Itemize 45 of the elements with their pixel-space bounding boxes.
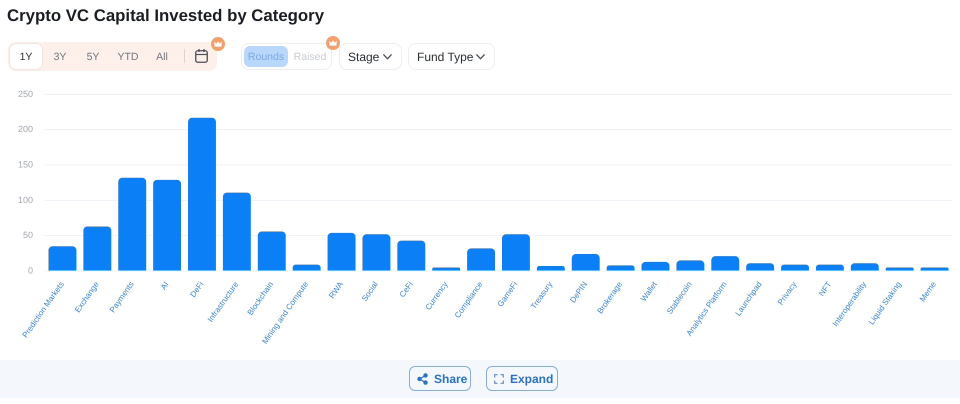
bar <box>536 266 565 270</box>
text: All <box>156 50 168 64</box>
bar <box>48 246 76 270</box>
dropdown: Fund Type <box>408 43 495 70</box>
chart-title: Crypto VC Capital Invested by Category <box>7 5 324 27</box>
bar <box>711 256 740 270</box>
y-tick-label: 250 <box>18 88 33 99</box>
button: Share <box>409 366 471 391</box>
tab-button: 1Y <box>10 44 42 69</box>
button: Expand <box>486 366 558 391</box>
toggle-button: Rounds <box>244 46 288 67</box>
bar <box>606 265 635 270</box>
bar <box>292 264 321 270</box>
text: 5Y <box>86 50 100 64</box>
bar <box>572 254 600 270</box>
y-tick-label: 100 <box>18 194 33 205</box>
y-tick-label: 0 <box>28 265 33 276</box>
bar <box>781 264 809 270</box>
y-tick-label: 150 <box>18 160 33 170</box>
bar <box>328 232 356 270</box>
bar <box>676 260 704 270</box>
bar <box>886 267 914 270</box>
bar <box>118 178 146 270</box>
bar <box>222 192 251 270</box>
bar <box>467 248 496 270</box>
bar <box>258 231 286 270</box>
bar <box>502 234 530 270</box>
dropdown: Stage <box>339 43 402 70</box>
bar <box>816 264 844 270</box>
y-tick-label: 200 <box>18 124 33 134</box>
bar <box>397 240 426 270</box>
text: 3Y <box>54 50 66 64</box>
bar <box>153 180 182 270</box>
bar <box>642 262 670 270</box>
text: Raised <box>294 50 326 64</box>
text: YTD <box>118 50 138 64</box>
bar <box>83 226 112 270</box>
bar <box>850 263 879 270</box>
bar <box>432 267 460 270</box>
y-tick-label: 50 <box>22 230 33 240</box>
x-tick-label: AI <box>158 280 171 292</box>
bar <box>746 263 774 270</box>
bar <box>920 267 949 270</box>
bar <box>188 118 216 270</box>
bar <box>362 234 390 270</box>
